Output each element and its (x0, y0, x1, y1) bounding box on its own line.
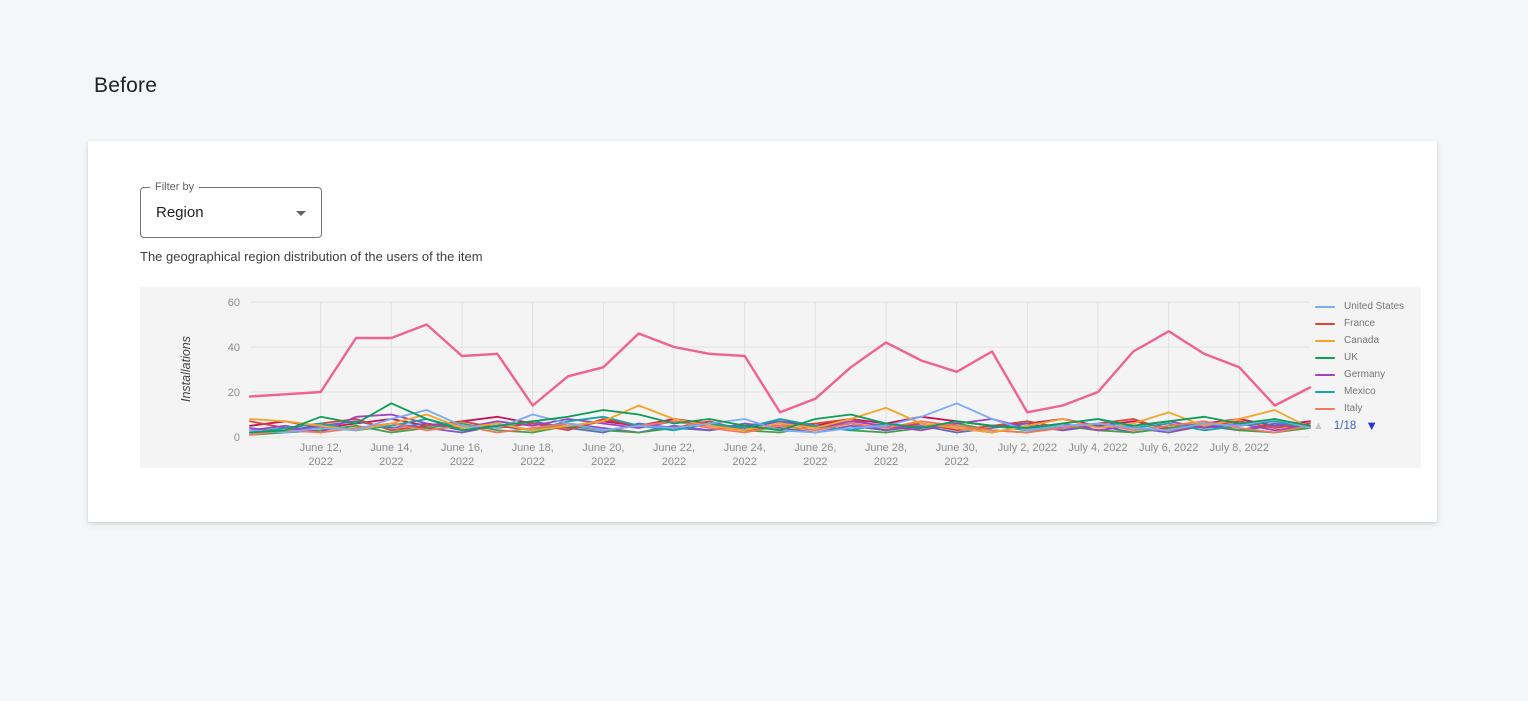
x-axis-tick-label: June 24, (724, 442, 766, 454)
x-axis-tick-label-year: 2022 (944, 456, 968, 468)
legend-item-united-states: United States (1315, 298, 1419, 315)
filter-by-label: Filter by (150, 181, 200, 193)
y-axis-tick-label: 40 (228, 342, 240, 354)
legend-label: Germany (1344, 369, 1386, 380)
x-axis-tick-label: June 12, (300, 442, 342, 454)
x-axis-tick-label: June 30, (936, 442, 978, 454)
chart-line-italy (249, 420, 1311, 436)
legend-item-germany: Germany (1315, 366, 1419, 383)
chart-description: The geographical region distribution of … (140, 249, 483, 264)
legend-swatch (1315, 322, 1335, 325)
x-axis-tick-label: June 28, (865, 442, 907, 454)
legend-label: Mexico (1344, 386, 1376, 397)
x-axis-tick-label: June 26, (794, 442, 836, 454)
legend-page-indicator: 1/18 (1333, 419, 1357, 432)
y-axis-tick-label: 0 (234, 432, 240, 444)
item-analytics-card: Filter by Region The geographical region… (88, 141, 1437, 522)
legend-swatch (1315, 339, 1335, 342)
legend-item-italy: Italy (1315, 400, 1419, 417)
legend-swatch (1315, 305, 1335, 308)
legend-swatch (1315, 390, 1335, 393)
x-axis-tick-label: July 4, 2022 (1068, 442, 1127, 454)
legend-item-canada: Canada (1315, 332, 1419, 349)
x-axis-tick-label-year: 2022 (662, 456, 686, 468)
legend-swatch (1315, 356, 1335, 359)
x-axis-tick-label: July 6, 2022 (1139, 442, 1198, 454)
legend-page-up-icon[interactable]: ▲ (1313, 419, 1324, 432)
y-axis-tick-label: 20 (228, 387, 240, 399)
chart-line-canada (249, 404, 1311, 434)
x-axis-tick-label: June 14, (370, 442, 412, 454)
x-axis-tick-label-year: 2022 (874, 456, 898, 468)
x-axis-tick-label: July 2, 2022 (998, 442, 1057, 454)
legend-item-france: France (1315, 315, 1419, 332)
legend-label: France (1344, 318, 1376, 329)
x-axis-tick-label-year: 2022 (379, 456, 403, 468)
legend-label: United States (1344, 301, 1405, 312)
chevron-down-icon (296, 211, 306, 216)
x-axis-tick-label: June 16, (441, 442, 483, 454)
x-axis-tick-label: June 20, (582, 442, 624, 454)
legend-label: Canada (1344, 335, 1380, 346)
legend-swatch (1315, 407, 1335, 410)
legend-label: Italy (1344, 403, 1363, 414)
filter-by-value: Region (156, 204, 204, 221)
filter-by-select[interactable]: Filter by Region (140, 181, 322, 238)
legend-label: UK (1344, 352, 1358, 363)
chart-line-unlabeled (249, 422, 1311, 436)
page-title: Before (94, 74, 158, 97)
y-axis-tick-label: 60 (228, 297, 240, 309)
legend-page-down-icon[interactable]: ▼ (1365, 418, 1379, 433)
chart-line-unlabeled (248, 323, 1312, 414)
legend-item-mexico: Mexico (1315, 383, 1419, 400)
chart-container: 0 20 40 60 June 12, 2022 June 14, 2022 June 16, 2… (140, 287, 1421, 468)
legend-swatch (1315, 373, 1335, 376)
chart-legend: United States France Canada UK Germany Mexico… (1315, 298, 1419, 417)
line-chart: 0 20 40 60 June 12, 2022 June 14, 2022 June 16, 2… (179, 297, 1312, 468)
x-axis-tick-label-year: 2022 (520, 456, 544, 468)
x-axis-tick-label-year: 2022 (732, 456, 756, 468)
chart-line-uk (249, 402, 1311, 434)
x-axis-tick-label-year: 2022 (803, 456, 827, 468)
x-axis-tick-label: June 18, (512, 442, 554, 454)
y-axis-title: Installations (179, 336, 193, 402)
x-axis-tick-label-year: 2022 (308, 456, 332, 468)
x-axis-tick-label-year: 2022 (450, 456, 474, 468)
x-axis-tick-label: June 22, (653, 442, 695, 454)
legend-pagination: ▲ 1/18 ▼ (1313, 418, 1378, 433)
x-axis-tick-label: July 8, 2022 (1210, 442, 1269, 454)
legend-item-uk: UK (1315, 349, 1419, 366)
x-axis-tick-label-year: 2022 (591, 456, 615, 468)
